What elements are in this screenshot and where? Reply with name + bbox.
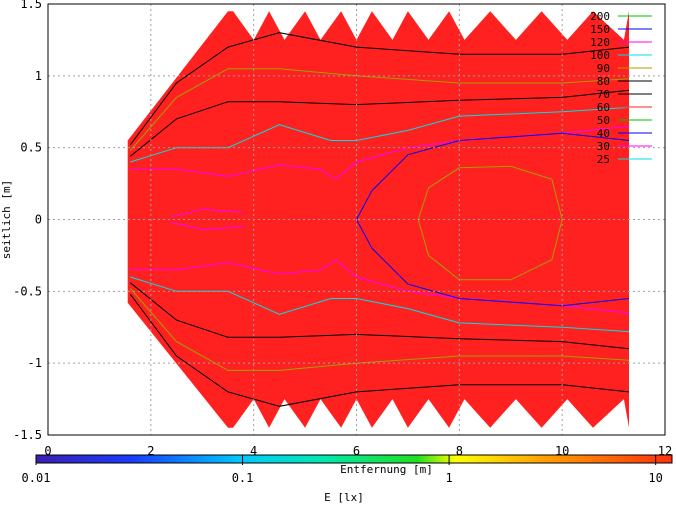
contour-line-5-top [171,208,244,218]
contour-line-0-top [129,32,630,146]
legend-label: 50 [597,114,610,127]
x-tick-label: 2 [147,444,154,458]
colorbar-tick-label: 10 [648,471,662,485]
legend-label: 120 [590,36,610,49]
legend-label: 150 [590,23,610,36]
legend-label: 60 [597,101,610,114]
contour-line-3-bottom [130,276,630,333]
x-tick-label: 8 [456,444,463,458]
x-tick-label: 6 [353,444,360,458]
y-tick-label: -1 [28,356,42,370]
contour-line-2-bottom [129,282,630,350]
x-tick-label: 4 [250,444,257,458]
legend-label: 200 [590,10,610,23]
contour-line-2-top [129,89,630,157]
colorbar-tick-label: 1 [445,471,452,485]
contour-line-0-bottom [129,293,630,407]
y-tick-label: -0.5 [13,284,42,298]
legend-label: 80 [597,75,610,88]
legend-label: 30 [597,140,610,153]
contour-line-1-bottom [129,288,630,371]
contour-line-5-bottom [171,221,244,231]
contour-line-1-top [129,68,630,151]
colorbar-tick-label: 0.01 [22,471,51,485]
y-tick-label: 1 [35,69,42,83]
colorbar-tick-label: 0.1 [232,471,254,485]
legend-label: 40 [597,127,610,140]
legend-label: 90 [597,62,610,75]
y-tick-label: 0.5 [20,141,42,155]
x-tick-label: 10 [555,444,569,458]
contour-line-3-top [130,106,630,163]
x-tick-label: 0 [44,444,51,458]
plot-frame [47,3,666,436]
x-tick-label: 12 [658,444,672,458]
y-tick-label: 0 [35,213,42,227]
y-tick-label: -1.5 [13,428,42,442]
colorbar-label: E [lx] [324,491,364,504]
legend-label: 70 [597,88,610,101]
x-axis-label: Entfernung [m] [340,463,433,476]
y-tick-label: 1.5 [20,0,42,11]
legend-label: 100 [590,49,610,62]
legend-label: 25 [597,153,610,166]
y-axis-label: seitlich [m] [0,180,13,259]
